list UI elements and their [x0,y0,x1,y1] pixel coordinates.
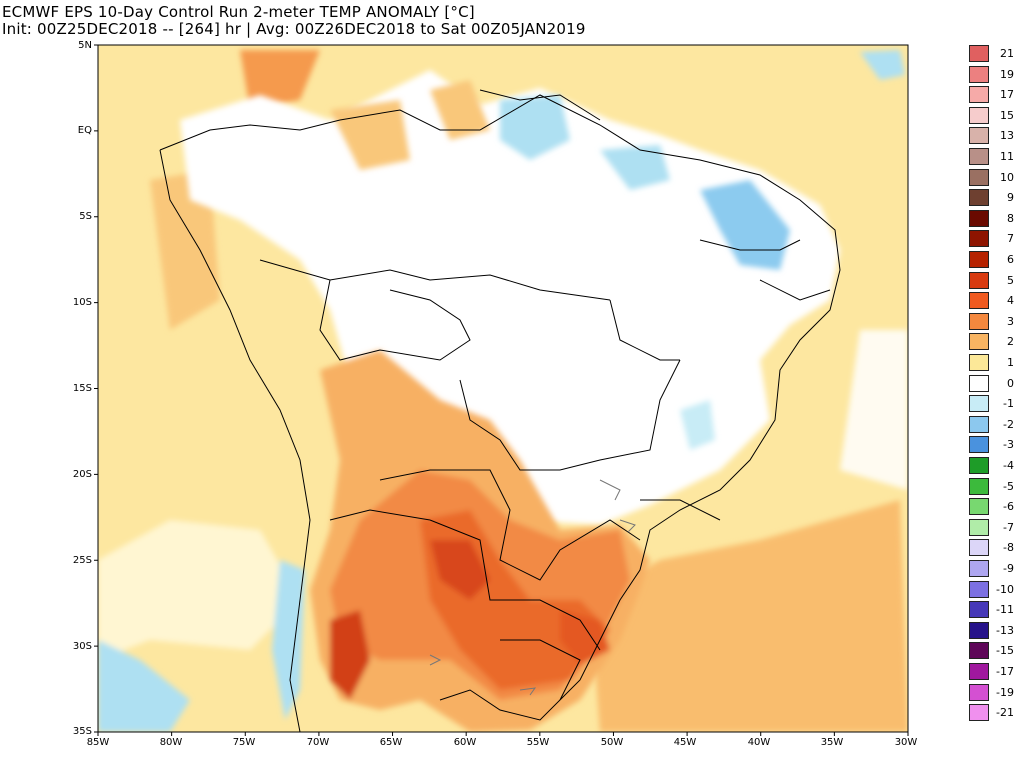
colorbar-label: -15 [996,644,1014,658]
colorbar-label: -10 [996,582,1014,596]
colorbar-swatch [969,65,989,83]
colorbar-label: -19 [996,685,1014,699]
colorbar-label: 6 [1007,253,1014,266]
colorbar-swatch [969,642,989,660]
colorbar-swatch [969,518,989,536]
lon-label: 45W [673,737,697,748]
colorbar-label: -8 [1003,541,1014,555]
colorbar-label: 5 [1007,273,1014,287]
lon-label: 80W [159,737,183,748]
land-neutral-area [180,70,840,525]
lon-label: 50W [600,737,624,748]
colorbar-label: 2 [1007,335,1014,349]
colorbar-label: -13 [996,623,1014,637]
lat-label: 25S [72,555,92,566]
colorbar-swatch [969,663,989,680]
lon-label: 30W [894,737,918,748]
colorbar-swatch [969,292,989,310]
colorbar-label: -4 [1003,459,1014,472]
colorbar-swatch [969,189,989,207]
colorbar-swatch [969,415,989,433]
colorbar-label: -6 [1003,500,1014,514]
colorbar-swatch [969,230,989,248]
colorbar-swatch [969,148,989,165]
colorbar-label: -9 [1003,562,1014,575]
colorbar-swatch [969,704,989,722]
lat-label: 15S [72,383,92,394]
lat-label: 30S [72,641,92,652]
colorbar-label: -2 [1003,417,1014,431]
colorbar-swatch [969,683,989,701]
lat-label: 35S [72,726,92,737]
colorbar-swatch [969,127,989,145]
colorbar-swatch [969,251,989,268]
colorbar-swatch [969,539,989,557]
lon-label: 85W [86,737,110,748]
lon-label: 55W [526,737,550,748]
colorbar-label: -21 [996,706,1014,720]
colorbar-swatch [969,271,989,289]
colorbar-label: -11 [996,603,1014,617]
lon-label: 75W [232,737,256,748]
colorbar-swatch [969,457,989,474]
colorbar-label: -1 [1003,397,1014,411]
colorbar-swatch [969,395,989,413]
colorbar-label: -7 [1003,520,1014,534]
colorbar-swatch [969,168,989,186]
lat-label: 20S [72,469,92,480]
colorbar-swatch [969,86,989,104]
colorbar-label: 3 [1007,314,1014,328]
colorbar-label: 19 [1000,67,1014,81]
colorbar-label: 4 [1007,294,1014,308]
lat-label: 5S [79,211,92,222]
colorbar-swatch [969,209,989,227]
colorbar-label: 10 [1000,170,1014,184]
colorbar-swatch [969,498,989,516]
colorbar-label: 9 [1007,191,1014,205]
colorbar-swatch [969,374,989,392]
colorbar-label: -5 [1003,479,1014,493]
colorbar-swatch [969,580,989,598]
colorbar-label: 7 [1007,232,1014,246]
lat-label: EQ [77,125,92,136]
lat-label: 5N [78,40,92,51]
colorbar-label: 11 [1000,150,1014,163]
lon-label: 70W [306,737,330,748]
lat-label: 10S [72,297,92,308]
colorbar-label: 13 [1000,129,1014,143]
colorbar-swatch [969,106,989,124]
colorbar-swatch [969,312,989,330]
colorbar-swatch [969,477,989,495]
colorbar-label: 0 [1007,376,1014,390]
colorbar-swatch [969,560,989,577]
lon-label: 40W [747,737,771,748]
colorbar-swatch [969,621,989,639]
map-subtitle: Init: 00Z25DEC2018 -- [264] hr | Avg: 00… [2,20,586,38]
colorbar-label: 15 [1000,108,1014,122]
lon-label: 35W [820,737,844,748]
colorbar-label: 8 [1007,211,1014,225]
map-title: ECMWF EPS 10-Day Control Run 2-meter TEM… [2,3,475,21]
colorbar-label: 21 [1000,47,1014,60]
lon-label: 60W [453,737,477,748]
colorbar-label: 1 [1007,356,1014,369]
colorbar-swatch [969,601,989,619]
colorbar-swatch [969,45,989,62]
colorbar-label: -3 [1003,438,1014,452]
lon-label: 65W [379,737,403,748]
colorbar-swatch [969,436,989,454]
colorbar-swatch [969,333,989,351]
colorbar-swatch [969,354,989,371]
colorbar-label: 17 [1000,88,1014,102]
colorbar-label: -17 [996,665,1014,678]
